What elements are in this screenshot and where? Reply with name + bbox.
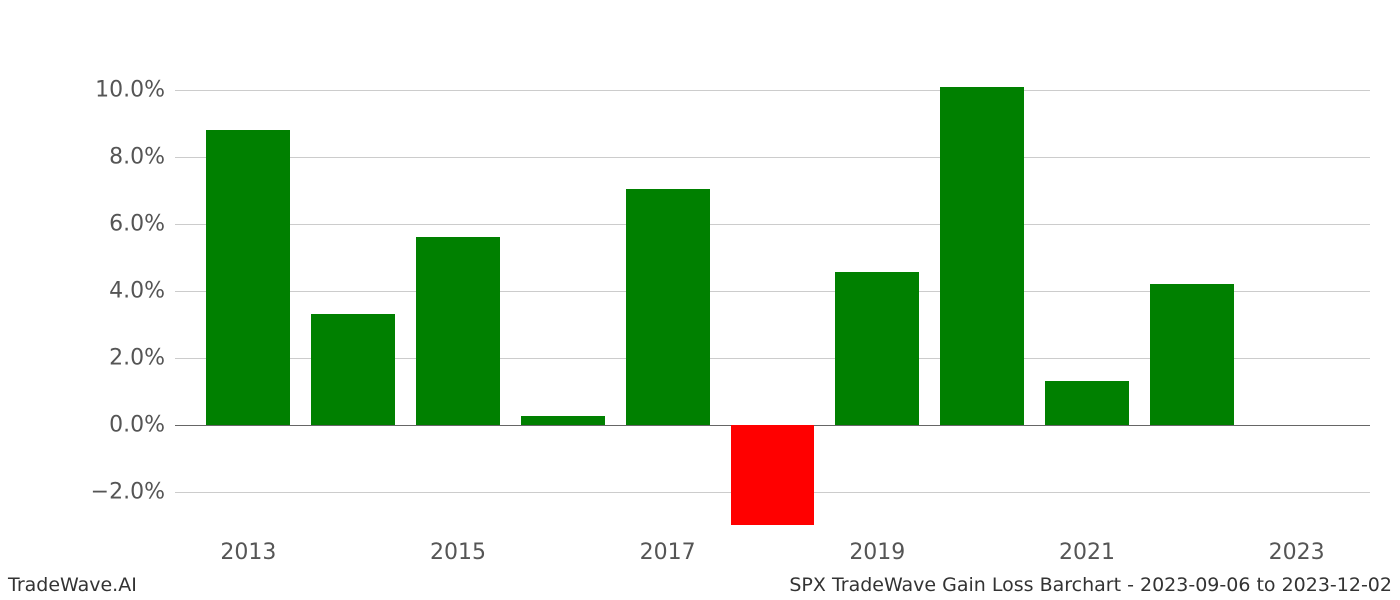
y-tick-label: −2.0% [45,479,165,504]
bar-2014 [311,314,395,424]
bar-2018 [731,425,815,525]
x-tick-label: 2013 [220,540,276,565]
bar-2015 [416,237,500,424]
bar-2021 [1045,381,1129,424]
gridline [175,224,1370,225]
x-tick-label: 2023 [1269,540,1325,565]
gridline [175,90,1370,91]
x-tick-label: 2015 [430,540,486,565]
footer-right-caption: SPX TradeWave Gain Loss Barchart - 2023-… [789,574,1392,596]
bar-2020 [940,87,1024,425]
plot-area [175,50,1370,535]
y-tick-label: 8.0% [45,145,165,170]
x-tick-label: 2021 [1059,540,1115,565]
bar-2013 [206,130,290,424]
y-tick-label: 6.0% [45,211,165,236]
x-tick-label: 2017 [640,540,696,565]
x-tick-label: 2019 [849,540,905,565]
y-tick-label: 4.0% [45,278,165,303]
bar-2016 [521,416,605,424]
y-tick-label: 0.0% [45,412,165,437]
footer-left-brand: TradeWave.AI [8,574,137,596]
bar-2022 [1150,284,1234,424]
y-tick-label: 10.0% [45,78,165,103]
bar-2019 [835,272,919,424]
y-tick-label: 2.0% [45,345,165,370]
gridline [175,157,1370,158]
gain-loss-barchart: TradeWave.AI SPX TradeWave Gain Loss Bar… [0,0,1400,600]
bar-2017 [626,189,710,425]
